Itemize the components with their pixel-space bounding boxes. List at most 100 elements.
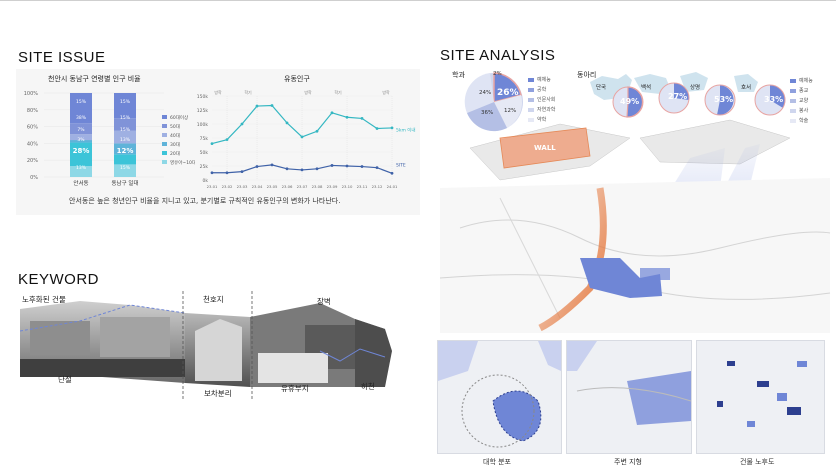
club-pie-name-4: 호서 (741, 85, 752, 91)
bar-y-tick: 0% (30, 175, 38, 181)
line-y-tick: 0k (203, 178, 209, 184)
dept-pie-label-5: 2% (493, 71, 502, 77)
map-building-age (696, 340, 825, 454)
dept-pie-label-3: 24% (479, 90, 492, 96)
bar-segment (114, 118, 136, 131)
line-point (270, 163, 274, 167)
site-analysis-heading: SITE ANALYSIS (440, 47, 556, 64)
line-point (360, 117, 364, 120)
club-legend: 예체능 종교 교양 봉사 학술 (790, 77, 813, 127)
line-x-tick: 23.06 (282, 184, 293, 189)
bar-category-label: 동남구 일대 (111, 179, 138, 187)
bar-legend-label: 40대 (170, 132, 180, 139)
line-season-label: 방학 (382, 89, 390, 95)
line-point (315, 129, 319, 133)
bar-legend-label: 20대 (170, 150, 180, 157)
line-point (345, 115, 349, 119)
bar-y-tick: 60% (27, 125, 38, 131)
bar-segment-label: 13% (76, 165, 87, 171)
line-point (270, 104, 274, 107)
line-point (330, 111, 334, 115)
keyword-photo-collage (20, 291, 392, 401)
line-x-tick: 23.12 (372, 184, 383, 189)
bar-segment-label: 15% (120, 127, 131, 133)
bar-legend-swatch (162, 124, 167, 128)
club-legend-item: 학술 (799, 118, 809, 124)
map-label-building-age: 건물 노후도 (740, 458, 775, 466)
line-point (210, 142, 214, 145)
dept-legend-item: 인문사회 (537, 97, 556, 103)
bar-segment-label: 13% (120, 137, 131, 143)
line-season-label: 방학 (304, 89, 312, 95)
line-x-tick: 23.11 (357, 184, 368, 189)
club-legend-item: 종교 (799, 88, 809, 94)
club-pie-value-1: 49% (620, 97, 640, 106)
club-label: 동아리 (577, 71, 597, 79)
bar-segment (70, 166, 92, 177)
line-y-tick: 50k (200, 150, 209, 156)
keyword-heading: KEYWORD (18, 271, 100, 288)
line-y-tick: 100k (197, 122, 209, 128)
dept-pie-label-4: 12% (504, 108, 517, 114)
line-point (390, 171, 394, 175)
line-point (285, 121, 289, 125)
bar-chart: 100% 80% 60% 40% 20% 0% 안서동 동남구 일대 15% 38% 7% 3% 28%… (24, 91, 195, 187)
bar-legend-label: 50대 (170, 123, 180, 130)
line-point (225, 171, 229, 175)
line-chart-title: 유동인구 (284, 75, 310, 83)
keyword-idle-land: 유휴부지 (281, 384, 309, 393)
club-legend-item: 예체능 (799, 78, 813, 84)
dept-legend-item: 자연과학 (537, 107, 556, 113)
line-point (300, 168, 304, 172)
bar-chart-title: 천안시 동남구 연령별 인구 비율 (48, 75, 141, 83)
dept-pie-label-1: 26% (497, 88, 519, 98)
bar-segment-label: 15% (120, 99, 131, 105)
club-pie-name-2: 백석 (641, 85, 652, 91)
bar-legend-swatch (162, 142, 167, 146)
line-x-tick: 23.07 (297, 184, 308, 189)
keyword-neighborhood: 천호지 (203, 295, 224, 304)
site-issue-caption: 안서동은 높은 청년인구 비율을 지니고 있고, 분기별로 규칙적인 유동인구의… (69, 197, 341, 205)
club-legend-item: 봉사 (799, 108, 809, 114)
club-pie-value-3: 53% (714, 95, 734, 104)
line-season-label: 방학 (214, 89, 222, 95)
bar-segment-label: 28% (73, 147, 90, 155)
bar-y-tick: 40% (27, 141, 38, 147)
line-y-tick: 75k (200, 136, 209, 142)
bar-segment (70, 140, 92, 143)
bar-segment-label: 3% (77, 137, 85, 143)
dept-legend-item: 약학 (537, 117, 547, 123)
bar-segment (114, 130, 136, 144)
club-pie-value-4: 33% (764, 95, 784, 104)
bar-segment (114, 164, 136, 177)
line-x-tick: 23.01 (207, 184, 218, 189)
wall-text: WALL (534, 144, 556, 152)
bar-segment-label: 15% (120, 115, 131, 121)
bar-segment (70, 123, 92, 135)
club-pie-name-1: 단국 (596, 85, 607, 91)
line-point (240, 122, 244, 126)
map-label-terrain: 주변 지형 (614, 458, 642, 466)
bar-legend-label: 60대이상 (170, 114, 188, 121)
line-point (255, 165, 259, 168)
line-y-tick: 150k (197, 94, 209, 100)
bar-segment-label: 7% (77, 127, 85, 133)
bar-y-tick: 100% (24, 91, 39, 97)
club-pies (590, 72, 786, 118)
map-univ-distribution (437, 340, 562, 454)
keyword-ped-separation: 보차분리 (204, 389, 232, 398)
line-season-label: 학기 (244, 89, 252, 95)
bar-y-tick: 80% (27, 108, 38, 114)
keyword-old-building: 노후화된 건물 (22, 295, 66, 304)
top-divider (0, 0, 836, 1)
dept-pie-label-2: 36% (481, 110, 494, 116)
map-label-univ: 대학 분포 (483, 458, 511, 466)
bar-legend-swatch (162, 133, 167, 137)
wall-block (499, 127, 591, 169)
dept-pie (464, 72, 523, 132)
dept-legend: 예체능 공학 인문사회 자연과학 약학 (528, 76, 555, 126)
line-y-tick: 25k (200, 164, 209, 170)
line-x-tick: 23.09 (327, 184, 338, 189)
bar-legend-label: 30대 (170, 141, 180, 148)
